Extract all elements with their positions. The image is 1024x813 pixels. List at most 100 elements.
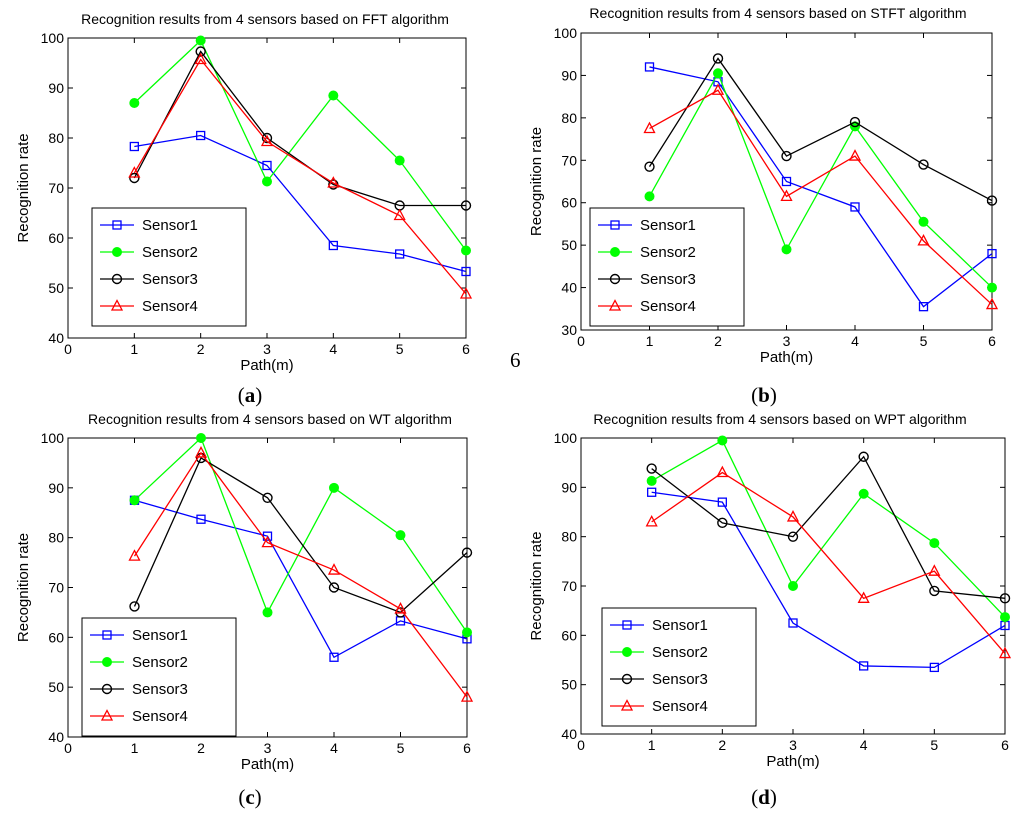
legend-swatch-marker [111,273,123,285]
legend-label: Sensor3 [142,271,198,288]
y-tick-label: 50 [48,280,64,296]
data-point [129,495,140,506]
data-point [394,155,405,166]
data-point [460,690,474,702]
data-point [857,591,870,603]
data-point [716,465,729,478]
x-tick-label: 6 [463,740,471,756]
x-tick-label: 3 [264,740,272,756]
y-tick-label: 70 [48,580,64,596]
legend-label: Sensor3 [652,671,708,688]
data-point [850,202,860,212]
legend-label: Sensor1 [142,217,198,234]
data-point [329,652,339,662]
chart-title: Recognition results from 4 sensors based… [593,411,966,427]
data-point [195,46,206,57]
legend: Sensor1 Sensor2 Sensor3 Sensor4 [601,607,757,727]
data-point [395,249,405,259]
data-point [712,53,724,64]
y-tick-label: 50 [561,237,577,253]
data-point [129,141,139,152]
legend-label: Sensor1 [652,617,708,634]
x-tick-label: 1 [646,333,654,349]
x-tick-label: 5 [920,333,928,349]
x-tick-label: 3 [263,341,271,357]
series-sensor4 [645,465,1012,659]
data-point [644,161,655,172]
series-line [134,436,468,633]
data-point [461,266,471,277]
data-point [460,200,472,211]
data-point [262,160,272,171]
y-tick-label: 80 [561,110,577,126]
legend-label: Sensor4 [132,708,188,725]
legend-box [589,207,745,327]
y-tick-label: 90 [48,80,64,96]
data-point [998,646,1012,659]
x-tick-label: 2 [197,341,205,357]
data-point [262,607,273,618]
y-tick-label: 30 [561,322,577,338]
chart-title: Recognition results from 4 sensors based… [88,411,452,427]
data-point [717,435,728,446]
x-tick-label: 1 [131,740,139,756]
data-point [918,302,929,312]
data-point [643,121,656,134]
data-point [987,248,997,259]
legend-swatch-marker [100,709,114,721]
data-point [129,172,140,184]
data-point [329,482,339,493]
legend-swatch-marker [621,673,633,685]
data-point [781,244,792,255]
x-tick-label: 6 [462,341,470,357]
data-point [328,582,340,593]
x-tick-label: 2 [197,740,205,756]
data-point [788,581,798,591]
legend-swatch-marker [609,273,621,285]
data-point [999,593,1011,604]
y-axis-label: Recognition rate [15,533,32,642]
y-tick-label: 60 [561,627,577,643]
data-point [461,245,471,256]
data-point [327,563,341,575]
x-tick-label: 2 [714,333,722,349]
series-sensor3 [129,46,472,211]
y-tick-label: 100 [554,25,578,41]
x-tick-label: 4 [330,740,338,756]
x-tick-label: 1 [648,737,656,753]
data-point [195,35,206,46]
series-line [648,71,993,289]
chart-panel-a: Recognition results from 4 sensors based… [15,11,473,407]
legend: Sensor1 Sensor2 Sensor3 Sensor4 [589,207,745,327]
y-tick-label: 90 [561,479,577,495]
x-tick-label: 4 [329,341,337,357]
x-tick-label: 0 [577,333,585,349]
x-tick-label: 2 [718,737,726,753]
legend-swatch-marker [101,683,113,695]
y-tick-label: 100 [554,430,578,446]
legend-swatch-marker [112,247,122,257]
series-line [133,456,468,614]
stray-label: 6 [510,348,521,372]
legend: Sensor1 Sensor2 Sensor3 Sensor4 [81,617,237,737]
y-axis-label: Recognition rate [528,127,545,236]
y-tick-label: 60 [48,230,64,246]
data-point [644,62,655,72]
data-point [646,463,657,474]
panel-caption: (d) [751,785,777,809]
x-tick-label: 0 [64,740,72,756]
series-line [651,455,1006,599]
y-axis-label: Recognition rate [528,531,545,640]
x-tick-label: 4 [851,333,859,349]
data-point [260,134,274,147]
chart-panel-c: Recognition results from 4 sensors based… [15,411,474,809]
data-point [711,83,725,95]
series-line [648,57,993,202]
legend-label: Sensor2 [132,654,188,671]
series-line [649,66,993,308]
data-point [129,601,140,612]
data-point [459,287,473,299]
data-point [644,191,655,202]
x-tick-label: 3 [789,737,797,753]
